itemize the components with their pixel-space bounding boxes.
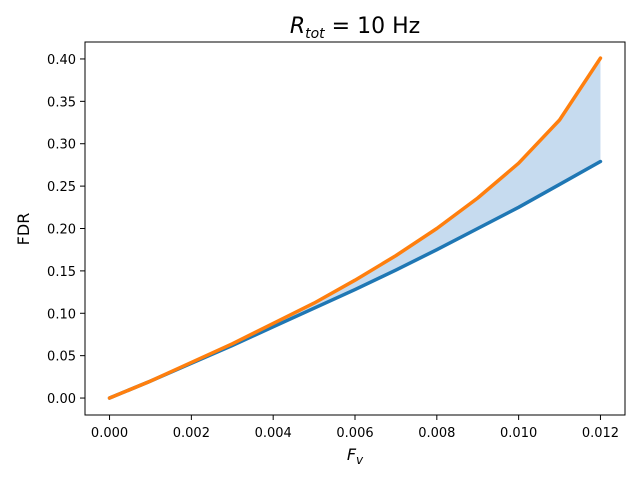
x-tick-label: 0.002 <box>173 426 210 441</box>
y-tick-label: 0.30 <box>47 138 76 153</box>
fill-between-region <box>109 58 601 399</box>
x-tick-label: 0.008 <box>418 426 455 441</box>
title-suffix: = 10 Hz <box>325 14 421 39</box>
y-axis-label: FDR <box>14 213 33 246</box>
x-tick-label: 0.004 <box>255 426 292 441</box>
axes-frame <box>84 41 626 416</box>
title-subscript: tot <box>305 26 325 42</box>
plot-area: 0.000 0.002 0.004 0.006 0.008 0.010 0.012 0.00 0… <box>47 41 626 441</box>
x-tick-label: 0.000 <box>91 426 128 441</box>
y-tick-label: 0.05 <box>47 350 76 365</box>
x-axis-label-subscript: v <box>356 453 364 467</box>
y-tick-label: 0.15 <box>47 265 76 280</box>
chart-title: Rtot = 10 Hz <box>290 14 420 42</box>
y-tick-label: 0.10 <box>47 307 76 322</box>
x-tick-label: 0.012 <box>582 426 619 441</box>
y-tick-label: 0.35 <box>47 95 76 110</box>
y-tick-label: 0.20 <box>47 223 76 238</box>
y-tick-label: 0.40 <box>47 53 76 68</box>
x-tick-label: 0.010 <box>500 426 537 441</box>
x-tick-label: 0.006 <box>336 426 373 441</box>
x-axis-label: Fv <box>347 445 364 467</box>
title-symbol: R <box>290 14 305 39</box>
series-line-1 <box>107 56 603 400</box>
y-tick-label: 0.25 <box>47 180 76 195</box>
x-axis-label-symbol: F <box>347 445 357 464</box>
y-tick-label: 0.00 <box>47 392 76 407</box>
